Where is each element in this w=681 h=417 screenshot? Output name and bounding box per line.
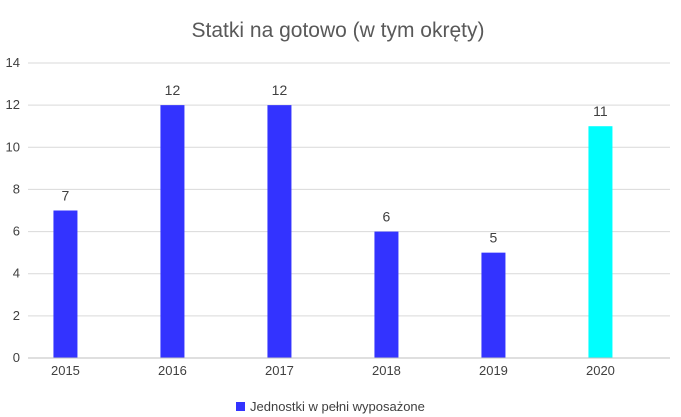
bar <box>160 105 185 359</box>
x-tick-label: 2016 <box>158 363 187 378</box>
legend-swatch <box>236 402 245 411</box>
x-tick-label: 2017 <box>265 363 294 378</box>
x-tick-label: 2020 <box>586 363 615 378</box>
y-tick-label: 8 <box>13 181 20 196</box>
x-tick-label: 2019 <box>479 363 508 378</box>
y-tick-label: 2 <box>13 308 20 323</box>
data-label: 11 <box>593 103 608 119</box>
y-tick-label: 0 <box>13 350 20 365</box>
x-axis-ticks: 2015 2016 2017 2018 2019 2020 <box>51 363 615 378</box>
chart-title: Statki na gotowo (w tym okręty) <box>192 19 485 42</box>
y-tick-label: 12 <box>6 97 20 112</box>
x-tick-label: 2018 <box>372 363 401 378</box>
data-labels: 7 12 12 6 5 11 <box>62 82 608 246</box>
bar <box>267 105 292 359</box>
bar <box>588 126 613 358</box>
bars <box>53 105 613 359</box>
bar <box>481 252 506 358</box>
y-axis-ticks: 0 2 4 6 8 10 12 14 <box>6 55 20 365</box>
data-label: 6 <box>383 209 391 225</box>
legend: Jednostki w pełni wyposażone <box>236 399 425 414</box>
y-tick-label: 10 <box>6 139 20 154</box>
data-label: 5 <box>490 230 498 246</box>
x-tick-label: 2015 <box>51 363 80 378</box>
y-tick-label: 14 <box>6 55 20 70</box>
bar <box>53 210 78 358</box>
legend-label: Jednostki w pełni wyposażone <box>250 399 425 414</box>
y-tick-label: 6 <box>13 224 20 239</box>
data-label: 7 <box>62 188 70 204</box>
y-tick-label: 4 <box>13 266 20 281</box>
data-label: 12 <box>272 82 288 98</box>
gridlines <box>28 62 670 317</box>
data-label: 12 <box>165 82 181 98</box>
bar <box>374 231 399 358</box>
